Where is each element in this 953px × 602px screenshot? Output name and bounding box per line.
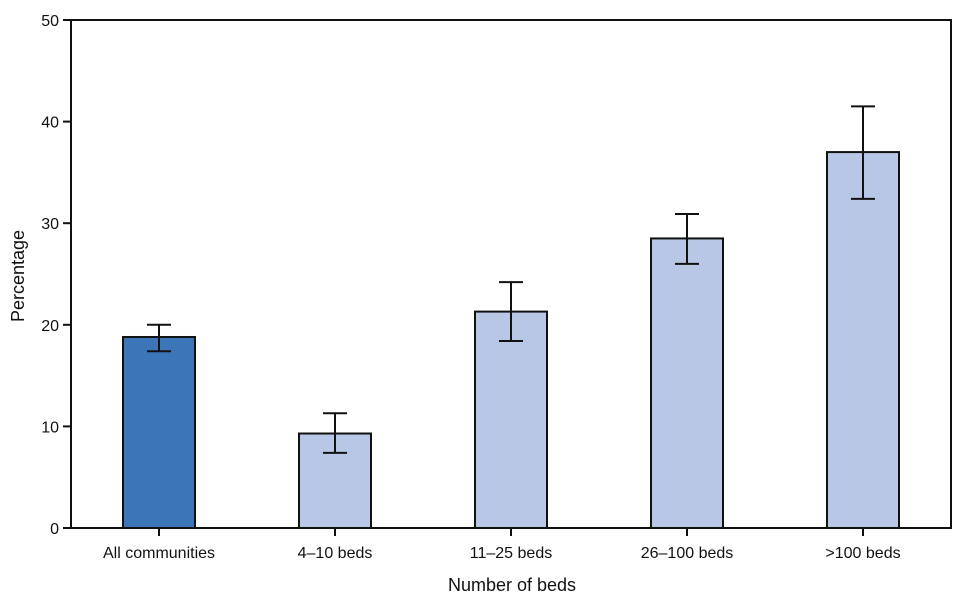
- y-axis-title: Percentage: [8, 230, 28, 322]
- x-tick-label: All communities: [103, 545, 215, 562]
- y-tick-label: 30: [41, 216, 59, 233]
- x-axis-title: Number of beds: [448, 575, 576, 595]
- bar: [651, 238, 723, 528]
- x-tick-label: >100 beds: [825, 545, 900, 562]
- y-tick-label: 40: [41, 115, 59, 132]
- y-tick-label: 10: [41, 419, 59, 436]
- x-tick-label: 4–10 beds: [298, 545, 373, 562]
- x-tick-label: 26–100 beds: [641, 545, 734, 562]
- y-axis: 0 10 20 30 40 50: [41, 13, 71, 538]
- y-tick-label: 50: [41, 13, 59, 30]
- bar: [123, 337, 195, 528]
- y-tick-label: 20: [41, 318, 59, 335]
- bar: [475, 312, 547, 528]
- x-tick-label: 11–25 beds: [470, 545, 552, 562]
- x-axis: All communities 4–10 beds 11–25 beds 26–100…: [103, 528, 901, 562]
- y-tick-label: 0: [50, 521, 59, 538]
- bar: [827, 152, 899, 528]
